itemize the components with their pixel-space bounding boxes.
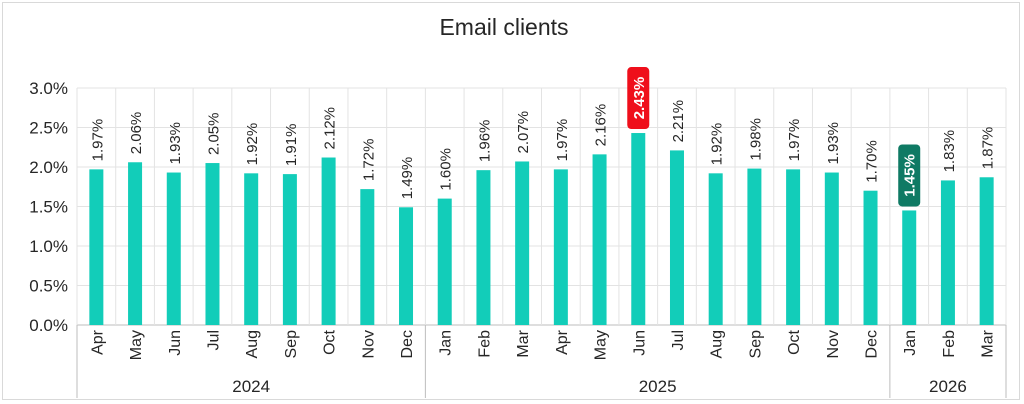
- x-tick-label: Jun: [631, 330, 648, 356]
- x-tick-label: Sep: [747, 330, 764, 359]
- y-tick-label: 2.5%: [29, 119, 68, 138]
- bar: [979, 177, 994, 325]
- bar: [824, 172, 839, 325]
- x-tick-label: Nov: [825, 330, 842, 358]
- value-label: 2.07%: [515, 111, 532, 154]
- bar: [708, 173, 723, 325]
- value-label: 1.45%: [902, 154, 919, 197]
- grid-lines: [76, 87, 1007, 326]
- bar: [244, 173, 259, 325]
- year-label: 2026: [929, 377, 967, 396]
- value-labels: 1.97% 2.06% 1.93% 2.05% 1.92% 1.91% 2.12% 1.72%…: [89, 67, 997, 207]
- bar: [553, 169, 568, 325]
- x-tick-label: Jul: [670, 330, 687, 350]
- bar: [592, 154, 607, 325]
- y-axis: 0.0% 0.5% 1.0% 1.5% 2.0% 2.5% 3.0%: [29, 79, 68, 335]
- bar: [476, 170, 491, 325]
- value-label: 1.72%: [360, 139, 377, 182]
- value-label: 1.96%: [476, 120, 493, 163]
- value-label: 1.87%: [980, 127, 997, 170]
- x-tick-label: Apr: [89, 329, 106, 355]
- x-tick-label: Jan: [902, 330, 919, 356]
- x-tick-label: Jan: [438, 330, 455, 356]
- x-tick-label: Jun: [167, 330, 184, 356]
- value-label: 2.12%: [322, 107, 339, 150]
- x-tick-label: May: [128, 330, 145, 360]
- x-tick-label: Feb: [941, 330, 958, 358]
- x-tick-label: May: [593, 330, 610, 360]
- bar: [282, 174, 297, 325]
- bar: [399, 207, 414, 325]
- chart-frame: [2, 2, 1020, 400]
- value-label: 1.97%: [89, 119, 106, 162]
- value-label: 1.97%: [554, 119, 571, 162]
- x-tick-label: Mar: [515, 329, 532, 357]
- value-label: 2.16%: [593, 104, 610, 147]
- bar: [786, 169, 801, 325]
- y-tick-label: 0.5%: [29, 277, 68, 296]
- x-tick-label: Dec: [399, 330, 416, 358]
- bar: [205, 163, 220, 325]
- x-tick-label: Mar: [980, 329, 997, 357]
- value-label: 1.49%: [399, 157, 416, 200]
- bar: [631, 133, 646, 325]
- value-label: 2.21%: [670, 100, 687, 143]
- bar: [321, 157, 336, 325]
- value-label: 1.97%: [786, 119, 803, 162]
- bar: [902, 210, 917, 325]
- x-tick-label: Apr: [554, 329, 571, 355]
- x-tick-label: Nov: [360, 330, 377, 358]
- x-tick-label: Feb: [476, 330, 493, 358]
- x-axis: Apr May Jun Jul Aug Sep Oct Nov Dec Jan Feb Mar Apr M…: [76, 325, 1007, 398]
- bars: [89, 133, 994, 325]
- bar: [166, 172, 181, 325]
- value-label: 1.93%: [167, 122, 184, 165]
- x-tick-label: Oct: [322, 329, 339, 354]
- bar: [360, 189, 375, 325]
- min-badge: [898, 144, 921, 207]
- chart-title: Email clients: [439, 14, 568, 40]
- value-label: 2.43%: [631, 77, 648, 120]
- value-label: 1.70%: [864, 140, 881, 183]
- value-label: 1.93%: [825, 122, 842, 165]
- bar: [940, 180, 955, 325]
- y-tick-label: 1.5%: [29, 198, 68, 217]
- value-label: 1.60%: [438, 148, 455, 191]
- x-tick-label: Oct: [786, 329, 803, 354]
- y-tick-label: 3.0%: [29, 79, 68, 98]
- bar: [747, 168, 762, 325]
- bar: [128, 162, 143, 325]
- value-label: 1.98%: [747, 118, 764, 161]
- value-label: 2.05%: [205, 113, 222, 156]
- y-tick-label: 1.0%: [29, 237, 68, 256]
- year-label: 2025: [639, 377, 677, 396]
- bar: [863, 190, 878, 325]
- bar: [669, 150, 684, 325]
- x-tick-label: Aug: [244, 330, 261, 358]
- max-badge: [627, 67, 650, 130]
- bar: [437, 198, 452, 325]
- year-label: 2024: [232, 377, 270, 396]
- value-label: 1.92%: [709, 123, 726, 166]
- value-label: 1.92%: [244, 123, 261, 166]
- y-tick-label: 2.0%: [29, 158, 68, 177]
- x-tick-label: Aug: [709, 330, 726, 358]
- value-label: 1.91%: [283, 124, 300, 167]
- value-label: 2.06%: [128, 112, 145, 155]
- bar: [515, 161, 530, 325]
- y-tick-label: 0.0%: [29, 316, 68, 335]
- x-tick-label: Jul: [205, 330, 222, 350]
- value-label: 1.83%: [941, 130, 958, 173]
- x-tick-label: Sep: [283, 330, 300, 359]
- bar: [89, 169, 104, 325]
- x-tick-label: Dec: [864, 330, 881, 358]
